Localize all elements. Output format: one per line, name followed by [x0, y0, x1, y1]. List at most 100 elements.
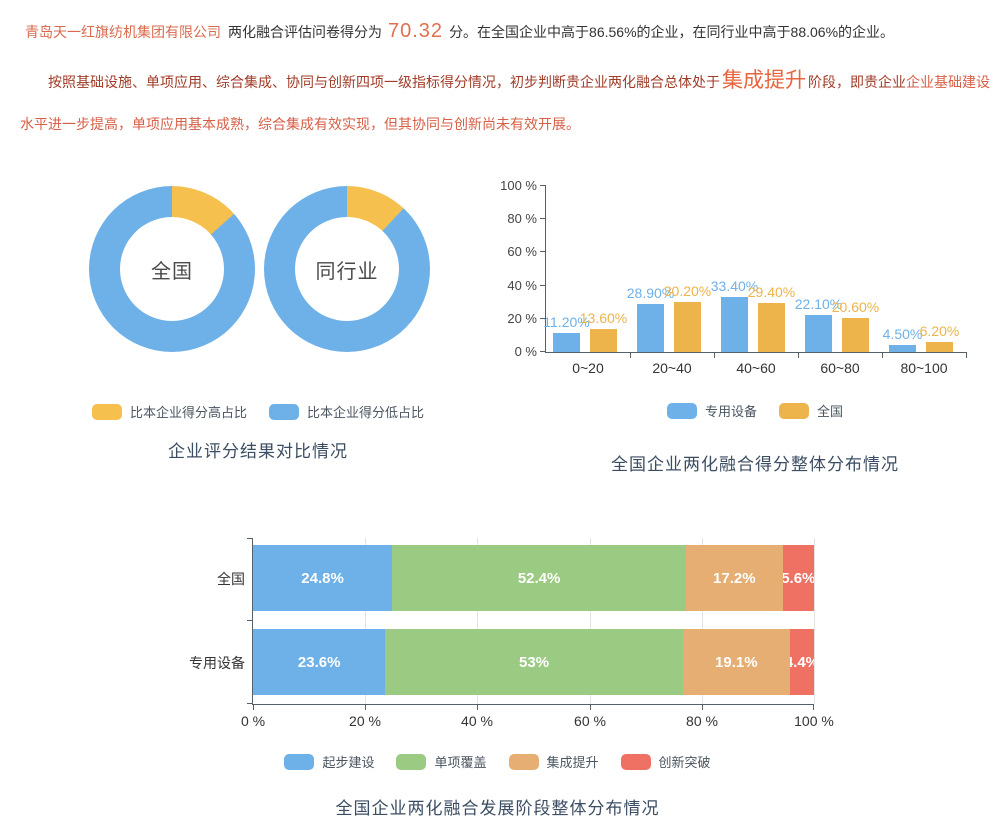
legend-swatch-blue	[284, 753, 315, 770]
y-axis-label: 40 %	[507, 277, 537, 293]
x-axis-label: 60 %	[574, 713, 606, 729]
x-axis-tick	[798, 352, 799, 358]
y-axis-tick	[540, 185, 546, 186]
x-axis-label: 40 %	[461, 713, 493, 729]
legend-item-stage-3[interactable]: 集成提升	[508, 752, 599, 771]
score-value: 70.32	[388, 20, 444, 42]
legend-item-stage-1[interactable]: 起步建设	[284, 752, 374, 771]
stacked-chart-plot: 0 % 20 % 40 % 60 % 80 % 100 % 24.8% 52.4% 17.2% 5…	[241, 538, 834, 729]
segment-value-label: 4.4%	[790, 653, 814, 671]
donut-center-label: 全国	[120, 217, 224, 321]
legend-label: 创新突破	[658, 755, 711, 770]
bar-全国-80~100	[926, 342, 953, 352]
legend-swatch-yellow	[91, 403, 122, 420]
stage-tail-text-2: 水平进一步提高，单项应用基本成熟，综合集成有效实现，但其协同与创新尚未有效开展。	[20, 116, 580, 132]
bar-value-label: 13.60%	[579, 310, 628, 326]
legend-item-lower[interactable]: 比本企业得分低占比	[269, 402, 424, 421]
summary-text: 两化融合评估问卷得分为	[228, 24, 382, 40]
bar-chart-legend: 专用设备 全国	[545, 401, 965, 420]
donut-chart-title: 企业评分结果对比情况	[168, 442, 348, 461]
segment-起步建设: 24.8%	[253, 545, 393, 611]
x-axis-category-label: 40~60	[736, 360, 776, 376]
stacked-bar-row: 24.8% 52.4% 17.2% 5.6%	[253, 545, 814, 611]
x-axis-category-label: 80~100	[900, 360, 948, 376]
bar-chart-y-axis: 0 % 20 % 40 % 60 % 80 % 100 %	[480, 178, 537, 359]
legend-item-stage-2[interactable]: 单项覆盖	[396, 752, 487, 771]
y-axis-label: 60 %	[507, 244, 537, 260]
y-axis-label: 0 %	[514, 344, 537, 359]
legend-swatch-blue	[666, 402, 697, 419]
segment-value-label: 52.4%	[517, 569, 561, 587]
x-axis-category-label: 0~20	[572, 360, 604, 376]
x-axis-tick	[966, 352, 967, 358]
legend-label: 全国	[817, 404, 844, 419]
bar-全国-20~40	[674, 302, 701, 352]
summary-tail: 分。在全国企业中高于86.56%的企业，在同行业中高于88.06%的企业。	[449, 24, 895, 40]
y-axis-tick	[540, 284, 546, 286]
legend-item-national[interactable]: 全国	[779, 401, 843, 420]
segment-创新突破: 5.6%	[782, 545, 814, 611]
bar-value-label: 33.40%	[710, 278, 759, 294]
gridline	[590, 538, 591, 704]
segment-集成提升: 17.2%	[686, 545, 783, 611]
x-axis-tick	[590, 704, 591, 710]
stacked-bar-row: 23.6% 53% 19.1% 4.4%	[253, 629, 814, 695]
legend-swatch-blue	[269, 403, 299, 420]
legend-swatch-red	[620, 753, 651, 770]
x-axis-category-label: 20~40	[652, 360, 692, 376]
category-label: 专用设备	[189, 655, 245, 671]
segment-单项覆盖: 52.4%	[392, 545, 687, 611]
segment-value-label: 23.6%	[297, 653, 341, 671]
stage-tail-text: 企业基础建设	[906, 74, 990, 90]
legend-label: 专用设备	[704, 404, 757, 419]
x-axis-label: 80 %	[686, 713, 718, 729]
bar-value-label: 22.10%	[794, 296, 843, 312]
summary-paragraph: 青岛天一红旗纺机集团有限公司 两化融合评估问卷得分为 70.32 分。在全国企业中高于…	[25, 18, 985, 45]
category-label: 全国	[217, 571, 245, 587]
legend-item-higher[interactable]: 比本企业得分高占比	[91, 402, 247, 421]
x-axis-tick	[702, 704, 703, 710]
bar-value-label: 30.20%	[663, 283, 712, 299]
segment-value-label: 19.1%	[715, 653, 758, 671]
stacked-chart-legend: 起步建设 单项覆盖 集成提升 创新突破	[20, 752, 975, 771]
stacked-chart-category-labels: 全国专用设备	[140, 538, 245, 704]
y-axis-tick	[247, 620, 253, 621]
x-axis-label: 0 %	[240, 713, 266, 729]
bar-专用设备-40~60	[721, 297, 748, 352]
x-axis-label: 20 %	[349, 713, 381, 729]
x-axis-tick	[477, 704, 478, 710]
stage-paragraph: 按照基础设施、单项应用、综合集成、协同与创新四项一级指标得分情况，初步判断贵企业…	[20, 60, 995, 145]
stage-lead-text: 按照基础设施、单项应用、综合集成、协同与创新四项一级指标得分情况，初步判断贵企业…	[48, 74, 720, 90]
donut-chart-national: 全国	[89, 186, 255, 352]
legend-label: 比本企业得分低占比	[307, 405, 425, 420]
y-axis-tick	[247, 538, 253, 539]
segment-value-label: 24.8%	[301, 569, 344, 587]
segment-起步建设: 23.6%	[253, 629, 386, 695]
legend-item-stage-4[interactable]: 创新突破	[620, 752, 711, 771]
legend-label: 起步建设	[322, 755, 375, 770]
y-axis-label: 80 %	[507, 211, 537, 227]
gridline	[477, 538, 478, 704]
legend-label: 单项覆盖	[434, 755, 487, 770]
x-axis-tick	[813, 704, 814, 710]
stage-name: 集成提升	[722, 69, 806, 92]
donut-legend: 比本企业得分高占比 比本企业得分低占比	[78, 402, 438, 421]
bar-chart-title: 全国企业两化融合得分整体分布情况	[611, 455, 899, 474]
bar-专用设备-0~20	[553, 333, 580, 352]
legend-swatch-orange	[508, 753, 539, 770]
x-axis-tick	[714, 352, 715, 358]
y-axis-label: 100 %	[500, 178, 537, 193]
bar-value-label: 29.40%	[747, 284, 796, 300]
legend-label: 集成提升	[546, 755, 599, 770]
y-axis-tick	[540, 218, 546, 220]
y-axis-tick	[247, 703, 253, 704]
legend-swatch-yellow	[779, 402, 809, 419]
bar-专用设备-20~40	[637, 304, 664, 352]
segment-value-label: 53%	[519, 653, 550, 671]
bar-专用设备-60~80	[805, 315, 832, 352]
gridline	[702, 538, 703, 704]
legend-label: 比本企业得分高占比	[129, 405, 247, 420]
bar-全国-40~60	[758, 303, 785, 352]
x-axis-tick	[253, 704, 254, 710]
legend-item-special-equipment[interactable]: 专用设备	[666, 401, 757, 420]
